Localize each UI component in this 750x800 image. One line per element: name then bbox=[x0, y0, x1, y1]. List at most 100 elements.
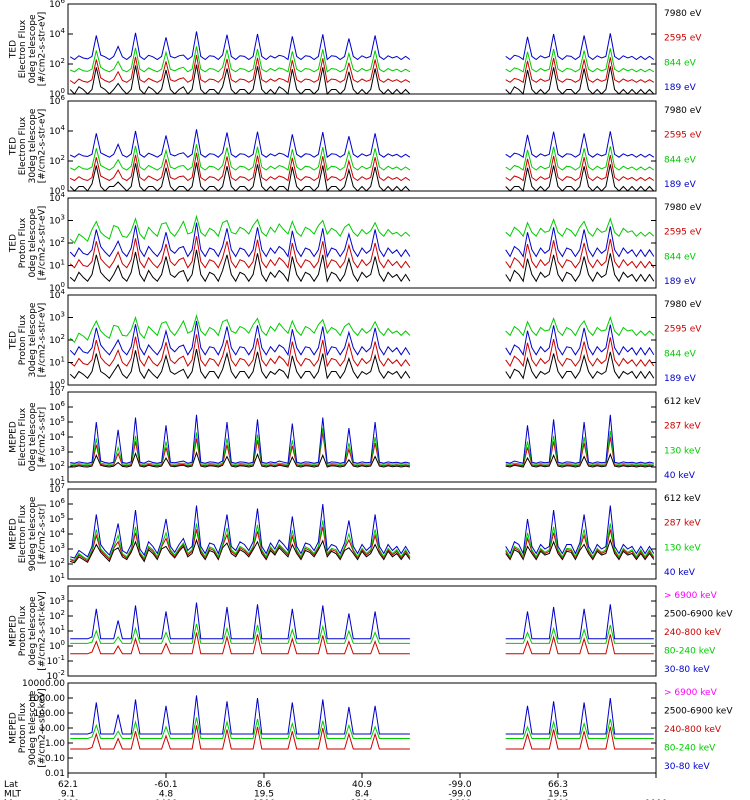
legend-entry: 240-800 keV bbox=[664, 628, 722, 638]
y-tick-label: 102 bbox=[49, 460, 65, 473]
legend-entry: 240-800 keV bbox=[664, 725, 722, 735]
y-axis-label: MEPEDElectron Flux90deg telescope[#/cm2-… bbox=[9, 496, 48, 571]
y-tick-label: 100 bbox=[49, 281, 65, 294]
y-tick-label: 10-1 bbox=[47, 654, 65, 667]
legend-entry: 40 keV bbox=[664, 471, 696, 481]
series-line-8-5 bbox=[70, 695, 654, 735]
legend-entry: 189 eV bbox=[664, 374, 697, 384]
legend-entry: 844 eV bbox=[664, 58, 697, 68]
y-axis-label: MEPEDElectron Flux0deg telescope[#/cm2-s… bbox=[9, 402, 48, 472]
series-line-3-1 bbox=[69, 249, 655, 283]
x-row-label: MLT bbox=[4, 790, 22, 800]
legend-entry: 612 keV bbox=[664, 494, 701, 504]
y-axis-label: TEDProton Flux0deg telescope[#/cm2-s-str… bbox=[9, 206, 48, 281]
legend-entry: 30-80 keV bbox=[664, 762, 710, 772]
legend-entry: 2595 eV bbox=[664, 131, 702, 141]
series-line-5-3 bbox=[70, 427, 654, 466]
y-tick-label: 100.00 bbox=[34, 709, 66, 719]
y-tick-label: 104 bbox=[49, 27, 65, 40]
legend-entry: 80-240 keV bbox=[664, 744, 716, 754]
series-line-6-2 bbox=[69, 526, 655, 563]
legend-entry: 2595 eV bbox=[664, 325, 702, 335]
panel-frame bbox=[67, 3, 657, 95]
y-tick-label: 102 bbox=[49, 557, 65, 570]
y-tick-label: 104 bbox=[49, 124, 65, 137]
series-line-4-1 bbox=[69, 348, 655, 380]
y-tick-label: 0.01 bbox=[45, 769, 65, 779]
x-tick-label: 8.4 bbox=[355, 790, 370, 800]
y-tick-label: 100 bbox=[49, 378, 65, 391]
panel-frame bbox=[67, 488, 657, 580]
x-tick-label: 19.5 bbox=[548, 790, 568, 800]
x-tick-label: 19.5 bbox=[254, 790, 274, 800]
y-tick-label: 0.10 bbox=[45, 754, 65, 764]
y-tick-label: 100 bbox=[49, 184, 65, 197]
legend-entry: 7980 eV bbox=[664, 9, 702, 19]
panel-frame bbox=[67, 391, 657, 483]
legend-entry: 40 keV bbox=[664, 568, 696, 578]
y-tick-label: 104 bbox=[49, 527, 65, 540]
legend-entry: 287 keV bbox=[664, 422, 701, 432]
y-tick-label: 106 bbox=[49, 497, 65, 510]
y-tick-label: 104 bbox=[49, 288, 65, 301]
series-line-5-2 bbox=[70, 432, 654, 467]
x-axis-annotation: Lat 62.1 -60.1 8.6 40.9 -99.0 66.3 MLT 9.1 4.8 19.… bbox=[4, 773, 668, 800]
series-line-1-2 bbox=[69, 54, 655, 85]
series-line-7-3 bbox=[70, 632, 654, 655]
y-tick-label: 100 bbox=[49, 87, 65, 100]
series-line-5-1 bbox=[70, 451, 654, 468]
panel-frame bbox=[67, 100, 657, 192]
y-tick-label: 103 bbox=[49, 311, 65, 324]
y-tick-label: 105 bbox=[49, 415, 65, 428]
series-line-4-3 bbox=[69, 313, 655, 344]
series-line-5-4 bbox=[70, 414, 654, 464]
y-tick-label: 106 bbox=[49, 400, 65, 413]
series-line-3-2 bbox=[69, 236, 655, 270]
y-tick-label: 106 bbox=[49, 94, 65, 107]
x-tick-label: 40.9 bbox=[352, 780, 372, 790]
y-axis-label: MEPEDProton Flux90deg telescope[#/cm2-s-… bbox=[9, 688, 48, 767]
x-tick-label: 62.1 bbox=[58, 780, 78, 790]
y-tick-label: 102 bbox=[49, 236, 65, 249]
x-tick-label: -99.0 bbox=[448, 790, 472, 800]
legend-entry: 130 keV bbox=[664, 446, 701, 456]
legend-entry: 130 keV bbox=[664, 543, 701, 553]
y-tick-label: 1.00 bbox=[45, 739, 65, 749]
legend-entry: 7980 eV bbox=[664, 106, 702, 116]
panel-frame bbox=[67, 585, 657, 677]
legend-entry: 2595 eV bbox=[664, 34, 702, 44]
legend-entry: 30-80 keV bbox=[664, 665, 710, 675]
y-tick-label: 102 bbox=[49, 57, 65, 70]
series-line-4-2 bbox=[69, 334, 655, 368]
y-tick-label: 107 bbox=[49, 482, 65, 495]
legend-entry: 189 eV bbox=[664, 83, 697, 93]
series-line-2-2 bbox=[69, 152, 655, 182]
series-line-3-4 bbox=[69, 222, 655, 259]
y-tick-label: 10.00 bbox=[39, 724, 65, 734]
y-tick-label: 102 bbox=[49, 609, 65, 622]
series-line-7-5 bbox=[70, 602, 654, 640]
legend-entry: 844 eV bbox=[664, 349, 697, 359]
legend-entry: 612 keV bbox=[664, 397, 701, 407]
legend-entry: 189 eV bbox=[664, 180, 697, 190]
y-axis-label: TEDElectron Flux30deg telescope[#/cm2-s-… bbox=[9, 108, 48, 183]
y-tick-label: 106 bbox=[49, 0, 65, 10]
x-tick-label: -60.1 bbox=[154, 780, 177, 790]
series-line-8-4 bbox=[70, 717, 654, 739]
legend-entry: 287 keV bbox=[664, 519, 701, 529]
legend-entry: 844 eV bbox=[664, 252, 697, 262]
y-tick-label: 102 bbox=[49, 333, 65, 346]
y-tick-label: 107 bbox=[49, 385, 65, 398]
series-line-1-4 bbox=[69, 31, 655, 61]
x-tick-label: 8.6 bbox=[257, 780, 272, 790]
series-line-3-3 bbox=[69, 214, 655, 244]
y-tick-label: 101 bbox=[49, 624, 65, 637]
flux-panel-8: 0.01 0.10 1.00 10.00 100.00 1000.00 10000.00ME… bbox=[9, 679, 734, 779]
y-tick-label: 1000.00 bbox=[28, 694, 65, 704]
